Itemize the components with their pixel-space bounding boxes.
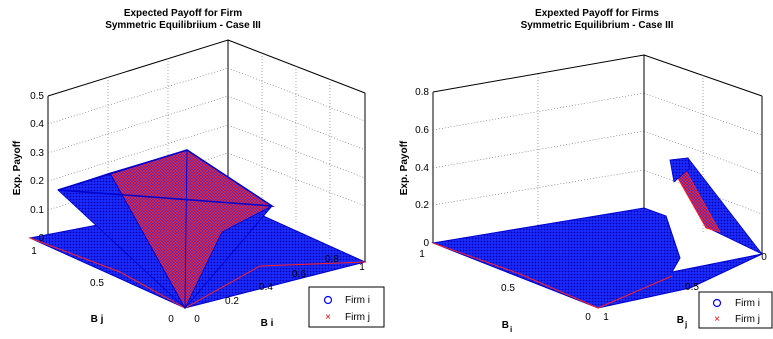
right-y-ticks: 0 0.5 1	[603, 252, 767, 323]
right-wedge-surface	[669, 157, 763, 255]
right-y-label: B j	[677, 315, 687, 329]
right-y-label-sub: j	[684, 320, 687, 329]
left-tent-surface	[57, 149, 275, 310]
right-z-tick: 0.8	[415, 87, 429, 98]
right-y-tick: 1	[603, 312, 609, 323]
left-z-tick: 0.4	[30, 119, 44, 130]
right-x-tick: 1	[419, 249, 425, 260]
left-y-tick: 0.5	[90, 278, 104, 289]
right-z-tick: 0.6	[415, 125, 429, 136]
right-title: Expexted Payoff for Firms	[535, 8, 659, 19]
left-z-tick: 0	[38, 233, 44, 244]
right-z-ticks: 0 0.2 0.4 0.6 0.8	[415, 87, 429, 249]
left-legend: Firm i × Firm j	[308, 286, 385, 328]
right-z-label: Exp. Payoff	[399, 140, 410, 195]
right-x-tick: 0	[585, 312, 591, 323]
left-x-label: B i	[261, 318, 274, 329]
left-grid	[47, 53, 366, 240]
left-x-tick: 0.8	[325, 254, 339, 265]
left-x-tick: 0.6	[292, 269, 306, 280]
right-x-label-sub: i	[510, 325, 512, 334]
left-x-tick: 0	[194, 314, 200, 325]
right-floor-red-edge-2	[597, 275, 673, 309]
right-legend-firm-j: Firm j	[735, 314, 760, 325]
right-floor-red-edge	[432, 242, 599, 309]
left-subtitle: Symmetric Equilibriium - Case III	[105, 20, 261, 31]
right-z-tick: 0.4	[415, 163, 429, 174]
legend-circle-marker-icon	[323, 295, 333, 305]
right-subtitle: Symmetric Equilibrium - Case III	[521, 20, 674, 31]
left-title: Expected Payoff for Firm	[124, 8, 242, 19]
left-x-tick: 1	[359, 262, 365, 273]
right-y-tick: 0.5	[685, 282, 699, 293]
right-x-label-main: B	[502, 320, 509, 331]
chart-left: Expected Payoff for Firm Symmetric Equil…	[12, 8, 385, 329]
legend-x-marker-icon: ×	[325, 312, 331, 323]
right-y-label-main: B	[677, 315, 684, 326]
left-z-ticks: 0 0.1 0.2 0.3 0.4 0.5	[30, 91, 44, 244]
left-y-label: B j	[91, 314, 104, 325]
left-z-tick: 0.3	[30, 148, 44, 159]
left-x-tick: 0.2	[225, 296, 239, 307]
left-legend-firm-i: Firm i	[345, 295, 370, 306]
right-x-tick: 0.5	[501, 283, 515, 294]
left-z-tick: 0.1	[30, 205, 44, 216]
left-y-ticks: 0 0.5 1	[31, 246, 174, 325]
left-z-label: Exp. Payoff	[12, 140, 23, 195]
right-back-wall-edge	[432, 54, 645, 208]
legend-x-marker-icon: ×	[714, 314, 720, 325]
chart-right: Expexted Payoff for Firms Symmetric Equi…	[399, 8, 773, 334]
right-z-tick: 0.2	[415, 200, 429, 211]
left-x-ticks: 0 0.2 0.4 0.6 0.8 1	[194, 254, 365, 325]
left-top-edge	[227, 39, 366, 94]
right-grid	[432, 74, 763, 232]
left-x-tick: 0.4	[259, 282, 273, 293]
left-y-tick: 1	[31, 246, 37, 257]
left-y-tick: 0	[168, 314, 174, 325]
right-x-label: B i	[502, 320, 512, 334]
right-legend-firm-i: Firm i	[735, 298, 760, 309]
right-x-ticks: 0 0.5 1	[419, 249, 591, 323]
right-y-tick: 0	[761, 252, 767, 263]
right-legend: Firm i × Firm j	[698, 291, 773, 329]
right-axes-box	[432, 54, 763, 254]
left-z-tick: 0.2	[30, 176, 44, 187]
left-z-tick: 0.5	[30, 91, 44, 102]
left-legend-firm-j: Firm j	[345, 312, 370, 323]
legend-circle-marker-icon	[712, 298, 722, 308]
right-z-tick: 0	[423, 238, 429, 249]
right-floor-surface	[431, 207, 763, 309]
